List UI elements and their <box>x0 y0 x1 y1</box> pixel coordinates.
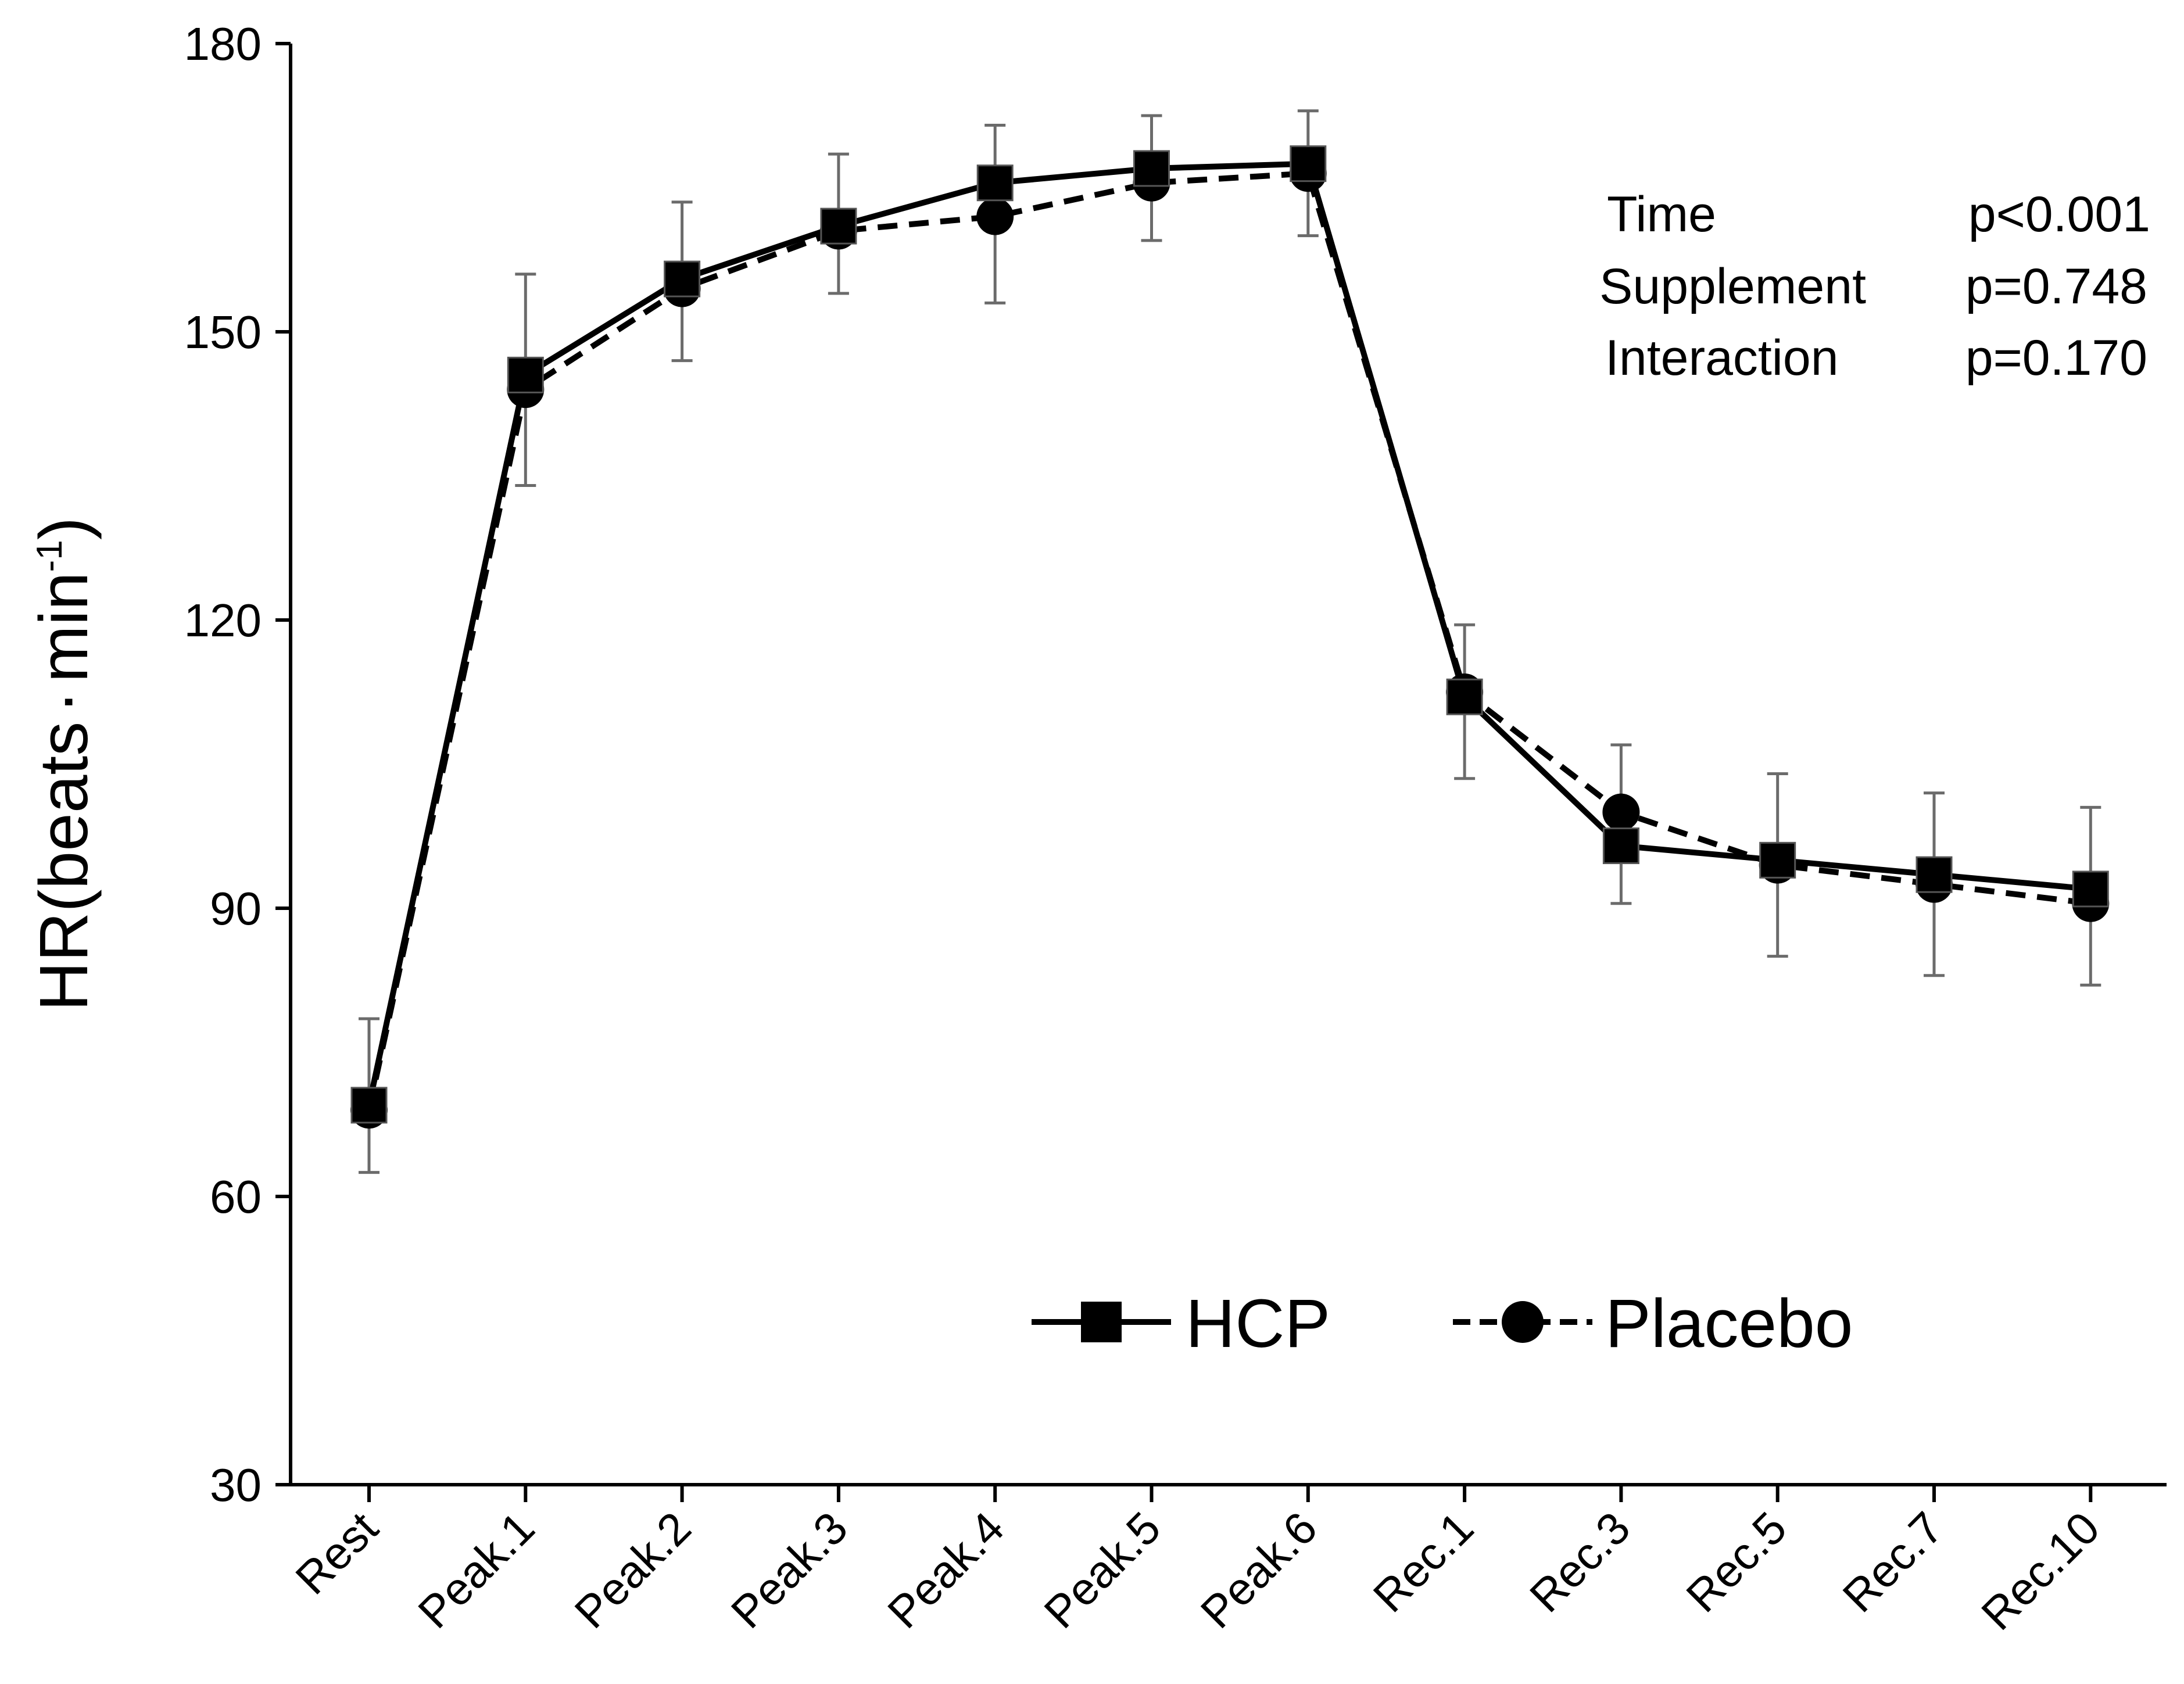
series-lines <box>366 160 2091 1111</box>
data-markers <box>350 145 2110 1129</box>
x-tick-label: Rec.3 <box>1520 1502 1639 1622</box>
y-tick-label: 90 <box>210 883 262 934</box>
legend: HCP Placebo <box>1032 1285 1853 1362</box>
y-tick-label: 180 <box>184 18 262 70</box>
data-point-hcp <box>1916 856 1953 893</box>
stat-label-supplement: Supplement <box>1599 259 1866 314</box>
stat-value-time: p<0.001 <box>1968 187 2150 242</box>
x-tick-label: Rec.1 <box>1363 1502 1483 1622</box>
x-tick-label: Rest <box>285 1502 388 1604</box>
axes <box>289 44 2167 1486</box>
x-tick-label: Peak.2 <box>565 1502 701 1638</box>
x-tick-label: Rec.10 <box>1971 1502 2109 1640</box>
data-point-hcp <box>1133 150 1170 187</box>
x-tick-label: Peak.4 <box>878 1502 1014 1638</box>
y-axis-label-main: HR(beats <box>26 722 102 1011</box>
data-point-placebo <box>976 198 1014 235</box>
y-axis-label-close: ) <box>26 517 102 540</box>
series-line-placebo <box>366 170 2091 1111</box>
legend-hcp-label: HCP <box>1186 1285 1330 1362</box>
y-ticks: 30 60 90 120 150 180 <box>184 18 291 1511</box>
y-tick-label: 60 <box>210 1171 262 1223</box>
legend-placebo-label: Placebo <box>1605 1285 1853 1362</box>
x-tick-label: Peak.6 <box>1191 1502 1327 1638</box>
y-tick-label: 120 <box>184 594 262 646</box>
legend-item-hcp: HCP <box>1032 1285 1330 1362</box>
x-tick-label: Rec.7 <box>1833 1502 1953 1622</box>
stat-label-interaction: Interaction <box>1605 330 1839 386</box>
stats-annotation: Time p<0.001 Supplement p=0.748 Interact… <box>1599 187 2150 386</box>
x-tick-label: Rec.5 <box>1676 1502 1796 1622</box>
y-axis-label-exponent: -1 <box>30 540 70 572</box>
data-point-hcp <box>1290 145 1327 182</box>
data-point-hcp <box>2072 870 2109 908</box>
data-point-hcp <box>1759 841 1796 879</box>
y-axis-label-dot: · <box>26 690 102 713</box>
legend-item-placebo: Placebo <box>1453 1285 1853 1362</box>
data-point-hcp <box>350 1087 388 1124</box>
legend-hcp-square-marker <box>1081 1302 1122 1342</box>
data-point-hcp <box>664 260 701 298</box>
x-ticks: Rest Peak.1 Peak.2 Peak.3 Peak.4 Peak.5 Peak.6… <box>285 1485 2109 1640</box>
data-point-hcp <box>1602 827 1639 865</box>
data-point-hcp <box>1446 678 1483 715</box>
y-axis-label: HR(beats · min-1) <box>26 517 102 1011</box>
x-tick-label: Peak.5 <box>1034 1502 1170 1638</box>
data-point-hcp <box>820 207 857 245</box>
stat-value-supplement: p=0.748 <box>1965 259 2147 314</box>
y-tick-label: 30 <box>210 1459 262 1511</box>
x-tick-label: Peak.1 <box>408 1502 544 1638</box>
x-tick-label: Peak.3 <box>721 1502 857 1638</box>
data-point-hcp <box>976 164 1014 202</box>
stat-label-time: Time <box>1607 187 1716 242</box>
y-tick-label: 150 <box>184 306 262 358</box>
stat-value-interaction: p=0.170 <box>1965 330 2147 386</box>
y-axis-label-unit: min <box>26 572 102 682</box>
data-point-hcp <box>507 356 544 393</box>
legend-placebo-circle-marker <box>1502 1301 1544 1343</box>
series-line-hcp <box>366 160 2091 1106</box>
data-point-placebo <box>1602 793 1640 831</box>
